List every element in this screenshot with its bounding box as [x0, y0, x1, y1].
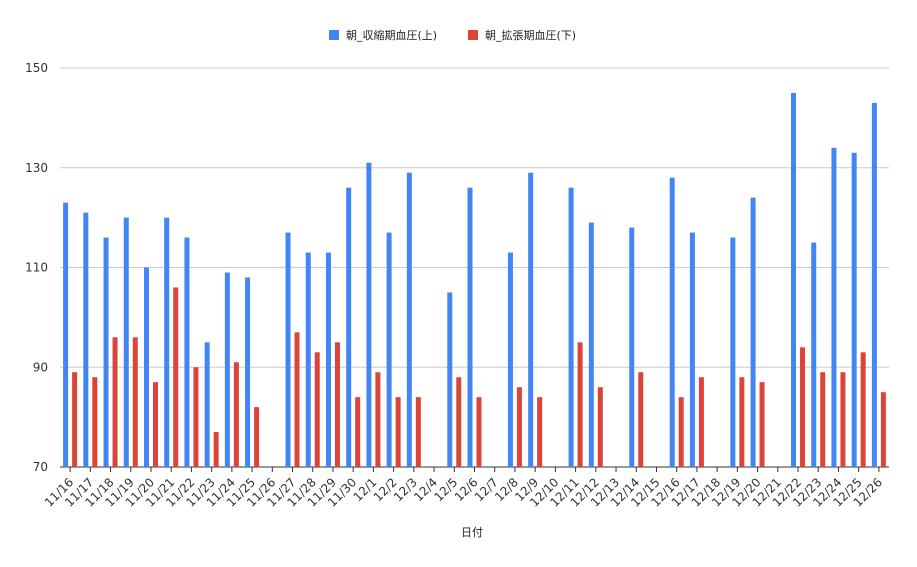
bar	[689, 232, 695, 467]
x-axis-title: 日付	[461, 526, 483, 539]
bar	[811, 242, 817, 467]
bar	[669, 177, 675, 467]
bar	[254, 407, 260, 467]
bar	[507, 252, 513, 467]
bar	[820, 372, 826, 467]
bar	[245, 277, 251, 467]
bar	[840, 372, 846, 467]
legend-swatch	[468, 30, 478, 40]
bar	[759, 382, 765, 467]
bar	[447, 292, 453, 467]
bar	[112, 337, 118, 467]
gridlines	[60, 67, 889, 468]
bar	[577, 342, 583, 467]
legend[interactable]: 朝_収縮期血圧(上) 朝_拡張期血圧(下)	[329, 28, 576, 42]
bar	[406, 172, 412, 468]
legend-label: 朝_拡張期血圧(下)	[485, 28, 576, 42]
legend-label: 朝_収縮期血圧(上)	[346, 28, 437, 42]
bar	[386, 232, 392, 467]
bar	[83, 212, 89, 467]
x-axis-ticks: 11/1611/1711/1811/1911/2011/2111/2211/23…	[42, 467, 885, 510]
bar	[739, 377, 745, 467]
bar	[597, 387, 603, 467]
bar	[860, 352, 866, 467]
bar	[224, 272, 230, 467]
bar	[568, 187, 574, 467]
bar	[193, 367, 199, 467]
bar	[334, 342, 340, 467]
bar	[516, 387, 522, 467]
bar	[375, 372, 381, 467]
bar	[314, 352, 320, 467]
bar	[851, 152, 857, 467]
bar	[730, 237, 736, 467]
y-tick-label: 110	[25, 261, 48, 275]
bar	[184, 237, 190, 467]
bar	[476, 397, 482, 467]
bar	[366, 162, 372, 467]
bar	[92, 377, 98, 467]
legend-swatch	[329, 30, 339, 40]
bar	[285, 232, 291, 467]
bar	[355, 397, 361, 467]
bar	[638, 372, 644, 467]
bar	[305, 252, 311, 467]
bar	[103, 237, 109, 467]
y-axis-ticks: 70 90 110 130 150	[25, 61, 48, 474]
bar	[173, 287, 179, 467]
bar	[346, 187, 352, 467]
bar	[132, 337, 138, 467]
bar	[678, 397, 684, 467]
bar	[629, 227, 635, 467]
bar	[698, 377, 704, 467]
bar	[415, 397, 421, 467]
y-tick-label: 70	[33, 460, 48, 474]
bar	[143, 267, 149, 467]
y-tick-label: 130	[25, 161, 48, 175]
bar	[123, 217, 129, 467]
y-tick-label: 150	[25, 61, 48, 75]
bar	[63, 202, 69, 467]
bar	[164, 217, 170, 467]
bar	[72, 372, 78, 467]
bar	[395, 397, 401, 467]
bar	[588, 222, 594, 467]
bar	[325, 252, 331, 467]
bar	[456, 377, 462, 467]
bar	[204, 342, 210, 467]
bar	[791, 92, 797, 467]
bar	[294, 332, 300, 467]
bars	[63, 92, 886, 468]
bar	[467, 187, 473, 467]
bar	[880, 392, 886, 467]
bar	[750, 197, 756, 468]
bar	[871, 102, 877, 467]
bar	[152, 382, 158, 467]
bar	[537, 397, 543, 467]
y-tick-label: 90	[33, 360, 48, 374]
bar	[233, 362, 239, 467]
bar	[213, 432, 219, 467]
bar	[800, 347, 806, 467]
bar	[831, 147, 837, 468]
bar	[528, 172, 534, 468]
